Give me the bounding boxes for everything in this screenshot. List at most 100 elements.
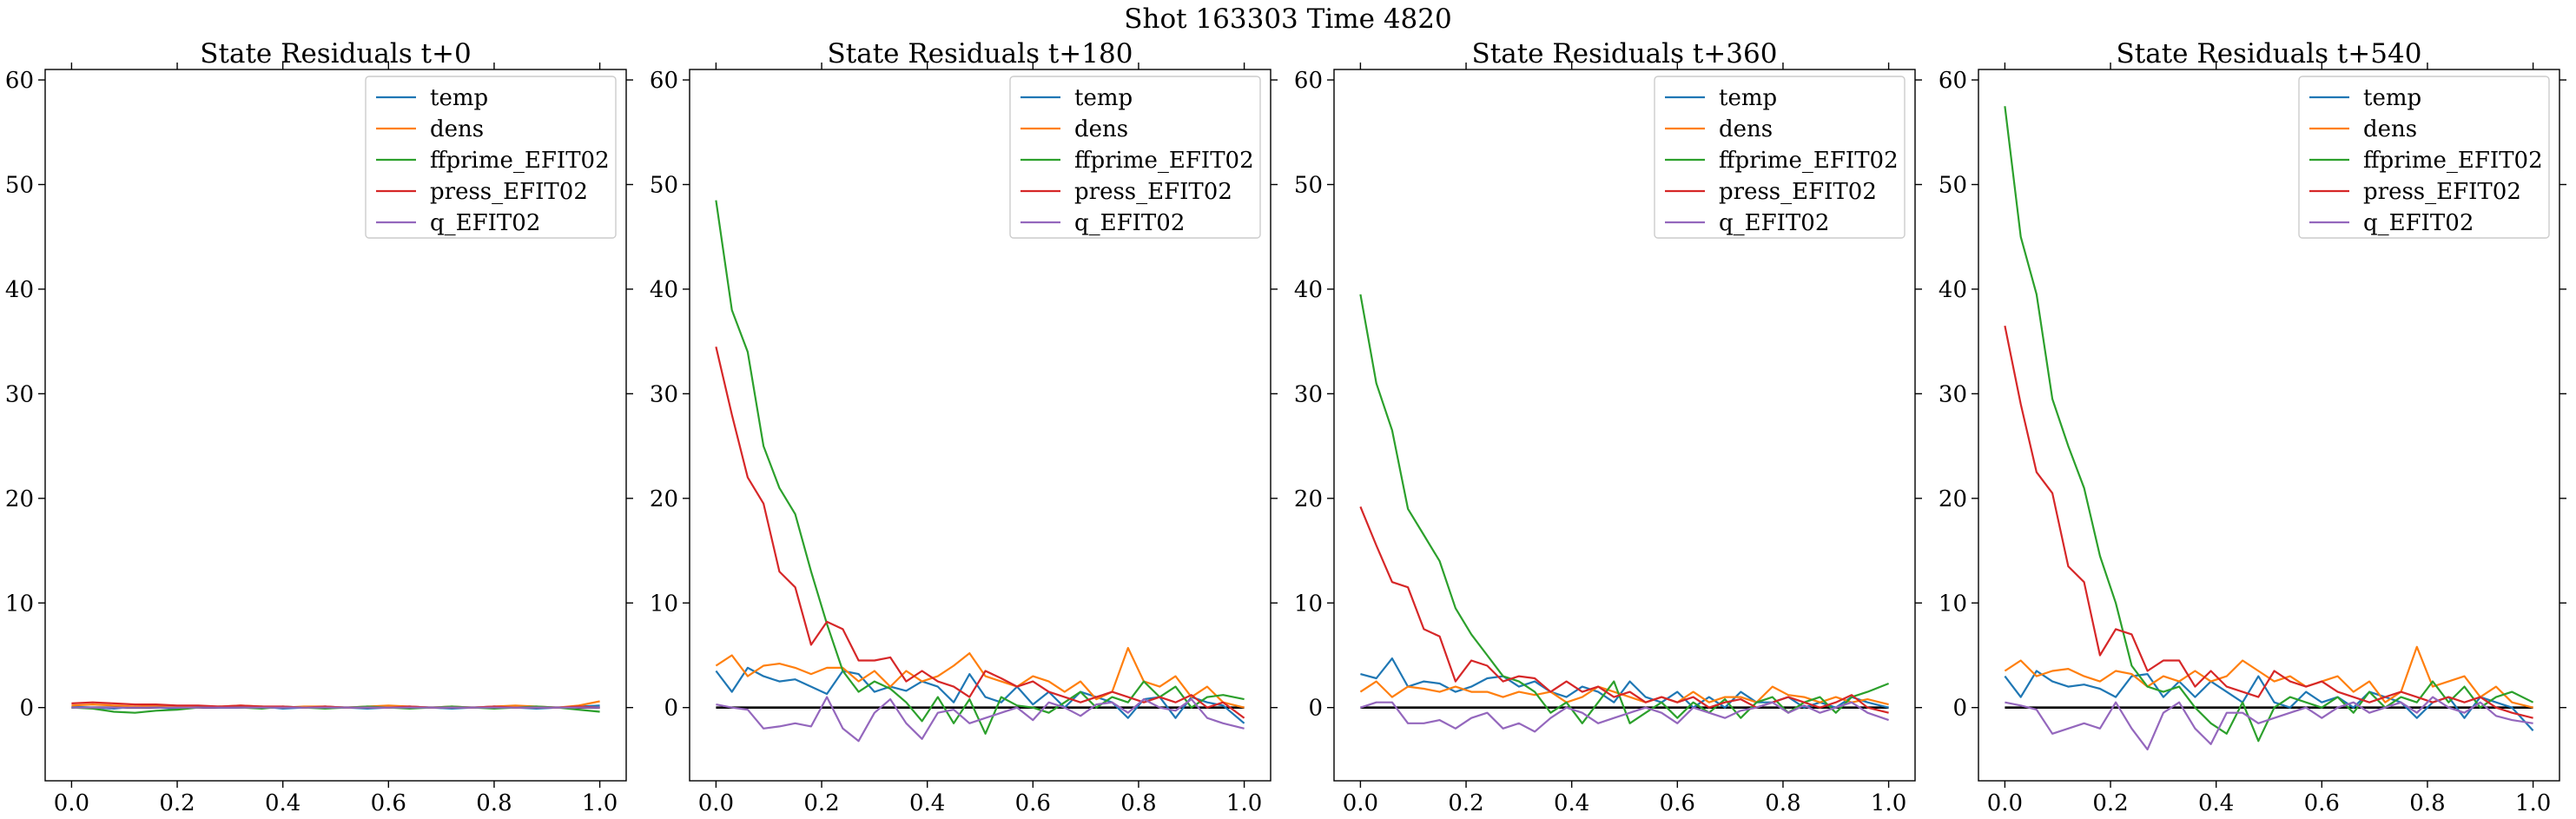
legend-label-q_EFIT02: q_EFIT02: [1074, 210, 1185, 236]
series-line-press_EFIT02: [715, 346, 1245, 719]
y-tick-label: 30: [650, 381, 678, 407]
legend-label-press_EFIT02: press_EFIT02: [2363, 179, 2521, 205]
y-tick-label: 10: [1294, 591, 1323, 617]
series-line-dens: [715, 646, 1245, 709]
legend: temp dens ffprime_EFIT02 press_EFIT02 q_EFIT…: [1009, 76, 1261, 239]
legend-label-q_EFIT02: q_EFIT02: [1719, 210, 1829, 236]
y-tick-label: 60: [650, 68, 678, 94]
series-line-ffprime_EFIT02: [1359, 294, 1890, 724]
y-tick-label: 40: [650, 277, 678, 303]
y-tick-label: 0: [664, 696, 678, 722]
x-tick-label: 0.4: [2198, 790, 2234, 816]
y-tick-label: 30: [1294, 381, 1323, 407]
x-tick-label: 0.8: [476, 790, 512, 816]
legend-label-temp: temp: [1719, 85, 1777, 111]
x-tick-label: 0.2: [803, 790, 839, 816]
x-tick-label: 0.4: [265, 790, 301, 816]
y-tick-label: 50: [5, 172, 34, 198]
legend-box: [2298, 76, 2550, 239]
panel-title: State Residuals t+0: [200, 38, 471, 69]
chart-panel-1: State Residuals t+180 0.0 0.2 0.4 0.6 0.8 1.0 0…: [650, 38, 1278, 816]
legend: temp dens ffprime_EFIT02 press_EFIT02 q_EFIT…: [2298, 76, 2550, 239]
y-tick-label: 50: [1294, 172, 1323, 198]
x-tick-label: 0.8: [1120, 790, 1156, 816]
legend-label-dens: dens: [1074, 116, 1128, 142]
x-tick-label: 0.4: [909, 790, 945, 816]
legend-label-dens: dens: [1719, 116, 1773, 142]
legend-box: [1654, 76, 1906, 239]
x-tick-label: 0.0: [54, 790, 89, 816]
legend-label-temp: temp: [2363, 85, 2421, 111]
x-tick-label: 0.2: [1448, 790, 1483, 816]
x-tick-label: 0.0: [1343, 790, 1378, 816]
legend-label-press_EFIT02: press_EFIT02: [430, 179, 588, 205]
y-tick-label: 60: [1294, 68, 1323, 94]
x-tick-label: 1.0: [1871, 790, 1906, 816]
series-line-dens: [2004, 645, 2533, 709]
legend-label-dens: dens: [430, 116, 484, 142]
legend: temp dens ffprime_EFIT02 press_EFIT02 q_EFIT…: [365, 76, 617, 239]
x-tick-label: 0.8: [1765, 790, 1800, 816]
legend-label-ffprime_EFIT02: ffprime_EFIT02: [430, 148, 610, 174]
axes-frame: [1333, 69, 1916, 782]
x-tick-label: 0.6: [2304, 790, 2340, 816]
y-tick-label: 10: [5, 591, 34, 617]
series-line-press_EFIT02: [2004, 325, 2533, 719]
x-tick-label: 0.4: [1554, 790, 1589, 816]
panel-title: State Residuals t+360: [1472, 38, 1778, 69]
legend-label-q_EFIT02: q_EFIT02: [430, 210, 540, 236]
y-tick-label: 20: [650, 486, 678, 512]
y-tick-label: 40: [1294, 277, 1323, 303]
x-tick-label: 0.6: [1660, 790, 1695, 816]
series-line-temp: [715, 666, 1245, 724]
legend-label-ffprime_EFIT02: ffprime_EFIT02: [1719, 148, 1899, 174]
x-tick-label: 1.0: [2515, 790, 2551, 816]
x-tick-label: 0.0: [1987, 790, 2023, 816]
y-tick-label: 40: [1939, 277, 1967, 303]
x-tick-label: 0.2: [159, 790, 195, 816]
legend: temp dens ffprime_EFIT02 press_EFIT02 q_EFIT…: [1654, 76, 1906, 239]
y-tick-label: 30: [1939, 381, 1967, 407]
panel-title: State Residuals t+180: [828, 38, 1133, 69]
y-tick-label: 20: [5, 486, 34, 512]
chart-panel-0: State Residuals t+0 0.0 0.2 0.4 0.6 0.8 1.0 0 10…: [5, 38, 633, 816]
y-tick-label: 0: [1952, 696, 1967, 722]
legend-label-press_EFIT02: press_EFIT02: [1074, 179, 1232, 205]
chart-panel-3: State Residuals t+540 0.0 0.2 0.4 0.6 0.8 1.0 0…: [1939, 38, 2566, 816]
legend-box: [365, 76, 617, 239]
legend-label-temp: temp: [1074, 85, 1133, 111]
chart-panels: State Residuals t+0 0.0 0.2 0.4 0.6 0.8 1.0 0 10…: [5, 38, 2566, 816]
series-line-q_EFIT02: [2005, 696, 2533, 751]
legend-label-q_EFIT02: q_EFIT02: [2363, 210, 2474, 236]
y-tick-label: 0: [1308, 696, 1323, 722]
axes-frame: [689, 69, 1271, 782]
x-tick-label: 0.8: [2409, 790, 2445, 816]
x-tick-label: 1.0: [1226, 790, 1262, 816]
y-tick-label: 50: [1939, 172, 1967, 198]
figure-suptitle: Shot 163303 Time 4820: [1124, 3, 1451, 35]
x-tick-label: 0.2: [2092, 790, 2128, 816]
y-tick-label: 40: [5, 277, 34, 303]
y-tick-label: 10: [1939, 591, 1967, 617]
legend-label-temp: temp: [430, 85, 488, 111]
x-tick-label: 0.6: [371, 790, 406, 816]
y-tick-label: 10: [650, 591, 678, 617]
x-tick-label: 0.6: [1015, 790, 1051, 816]
series-line-q_EFIT02: [1360, 701, 1889, 733]
axes-frame: [1978, 69, 2560, 782]
x-tick-label: 1.0: [582, 790, 618, 816]
y-tick-label: 20: [1939, 486, 1967, 512]
series-line-temp: [1360, 657, 1889, 709]
legend-label-press_EFIT02: press_EFIT02: [1719, 179, 1877, 205]
y-tick-label: 30: [5, 381, 34, 407]
series-line-ffprime_EFIT02: [2004, 106, 2534, 743]
legend-label-dens: dens: [2363, 116, 2417, 142]
y-tick-label: 0: [19, 696, 34, 722]
x-tick-label: 0.0: [698, 790, 734, 816]
chart-panel-2: State Residuals t+360 0.0 0.2 0.4 0.6 0.8 1.0 0…: [1294, 38, 1922, 816]
series-line-q_EFIT02: [716, 696, 1245, 743]
series-line-press_EFIT02: [1359, 505, 1889, 714]
panel-title: State Residuals t+540: [2117, 38, 2422, 69]
legend-label-ffprime_EFIT02: ffprime_EFIT02: [1074, 148, 1254, 174]
